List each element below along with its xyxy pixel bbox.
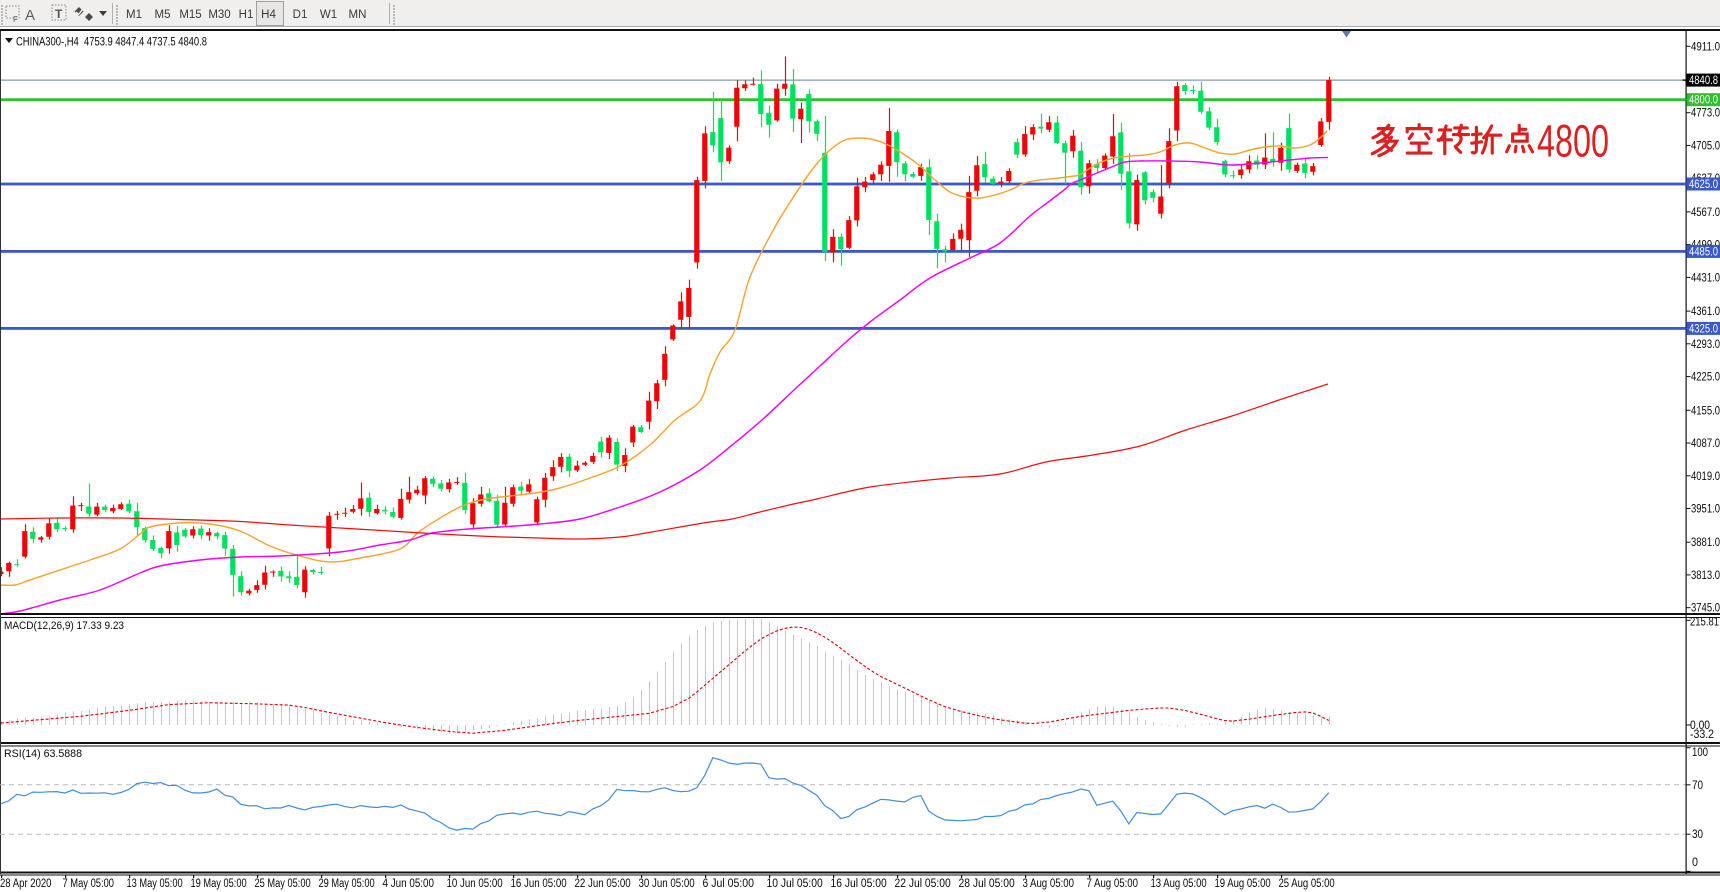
svg-text:25 Aug 05:00: 25 Aug 05:00 bbox=[1279, 878, 1335, 890]
svg-text:4625.0: 4625.0 bbox=[1689, 179, 1718, 191]
svg-text:MACD(12,26,9) 17.33 9.23: MACD(12,26,9) 17.33 9.23 bbox=[4, 620, 124, 632]
svg-text:6 Jul 05:00: 6 Jul 05:00 bbox=[703, 878, 755, 890]
svg-text:7 Aug 05:00: 7 Aug 05:00 bbox=[1087, 878, 1139, 890]
svg-text:4911.0: 4911.0 bbox=[1691, 41, 1720, 53]
svg-text:4840.8: 4840.8 bbox=[1689, 75, 1718, 87]
svg-text:M5: M5 bbox=[155, 9, 171, 21]
svg-text:CHINA300-,H4 4753.9 4847.4 47: CHINA300-,H4 4753.9 4847.4 4737.5 4840.8 bbox=[16, 35, 207, 49]
svg-text:-33.2: -33.2 bbox=[1690, 729, 1714, 741]
svg-text:16 Jun 05:00: 16 Jun 05:00 bbox=[511, 878, 567, 890]
svg-text:4019.0: 4019.0 bbox=[1691, 471, 1720, 483]
svg-text:4293.0: 4293.0 bbox=[1691, 339, 1720, 351]
svg-text:3 Aug 05:00: 3 Aug 05:00 bbox=[1023, 878, 1075, 890]
svg-text:RSI(14) 63.5888: RSI(14) 63.5888 bbox=[4, 748, 82, 760]
svg-text:100: 100 bbox=[1692, 747, 1708, 759]
svg-text:13 Aug 05:00: 13 Aug 05:00 bbox=[1151, 878, 1207, 890]
svg-text:4155.0: 4155.0 bbox=[1691, 405, 1720, 417]
svg-text:M15: M15 bbox=[179, 9, 201, 21]
svg-text:16 Jul 05:00: 16 Jul 05:00 bbox=[831, 878, 887, 890]
svg-text:3881.0: 3881.0 bbox=[1691, 537, 1720, 549]
svg-text:4 Jun 05:00: 4 Jun 05:00 bbox=[383, 878, 435, 890]
svg-text:3745.0: 3745.0 bbox=[1691, 603, 1720, 615]
svg-text:19 Aug 05:00: 19 Aug 05:00 bbox=[1215, 878, 1271, 890]
svg-text:0: 0 bbox=[1692, 857, 1698, 869]
svg-text:4225.0: 4225.0 bbox=[1691, 372, 1720, 384]
svg-text:4773.0: 4773.0 bbox=[1691, 108, 1720, 120]
svg-text:30: 30 bbox=[1692, 829, 1703, 841]
svg-text:10 Jul 05:00: 10 Jul 05:00 bbox=[767, 878, 823, 890]
svg-text:13 May 05:00: 13 May 05:00 bbox=[127, 878, 183, 890]
svg-text:10 Jun 05:00: 10 Jun 05:00 bbox=[447, 878, 503, 890]
svg-text:4361.0: 4361.0 bbox=[1691, 306, 1720, 318]
svg-text:M1: M1 bbox=[126, 9, 142, 21]
svg-text:29 May 05:00: 29 May 05:00 bbox=[319, 878, 375, 890]
svg-text:W1: W1 bbox=[320, 9, 337, 21]
svg-text:F: F bbox=[13, 15, 18, 24]
svg-text:25 May 05:00: 25 May 05:00 bbox=[255, 878, 311, 890]
svg-text:4800: 4800 bbox=[1537, 116, 1609, 167]
svg-text:M30: M30 bbox=[208, 9, 230, 21]
svg-text:22 Jul 05:00: 22 Jul 05:00 bbox=[895, 878, 951, 890]
svg-text:MN: MN bbox=[349, 9, 367, 21]
svg-text:4485.0: 4485.0 bbox=[1689, 246, 1718, 258]
svg-text:H4: H4 bbox=[261, 9, 276, 21]
svg-text:T: T bbox=[55, 7, 63, 21]
svg-text:7 May 05:00: 7 May 05:00 bbox=[63, 878, 115, 890]
svg-text:D1: D1 bbox=[293, 9, 308, 21]
svg-text:215.81: 215.81 bbox=[1690, 616, 1719, 628]
svg-text:28 Jul 05:00: 28 Jul 05:00 bbox=[959, 878, 1015, 890]
svg-text:3951.0: 3951.0 bbox=[1691, 504, 1720, 516]
svg-text:A: A bbox=[25, 7, 35, 24]
svg-text:4705.0: 4705.0 bbox=[1691, 140, 1720, 152]
svg-text:4431.0: 4431.0 bbox=[1691, 272, 1720, 284]
svg-text:19 May 05:00: 19 May 05:00 bbox=[191, 878, 247, 890]
svg-text:22 Jun 05:00: 22 Jun 05:00 bbox=[575, 878, 631, 890]
svg-text:0.00: 0.00 bbox=[1690, 720, 1710, 732]
svg-text:H1: H1 bbox=[239, 9, 254, 21]
svg-text:4800.0: 4800.0 bbox=[1689, 95, 1718, 107]
svg-text:4087.0: 4087.0 bbox=[1691, 438, 1720, 450]
svg-text:30 Jun 05:00: 30 Jun 05:00 bbox=[639, 878, 695, 890]
svg-text:3813.0: 3813.0 bbox=[1691, 570, 1720, 582]
svg-text:70: 70 bbox=[1692, 780, 1703, 792]
svg-text:4567.0: 4567.0 bbox=[1691, 207, 1720, 219]
svg-text:28 Apr 2020: 28 Apr 2020 bbox=[0, 878, 52, 890]
svg-text:4325.0: 4325.0 bbox=[1689, 323, 1718, 335]
